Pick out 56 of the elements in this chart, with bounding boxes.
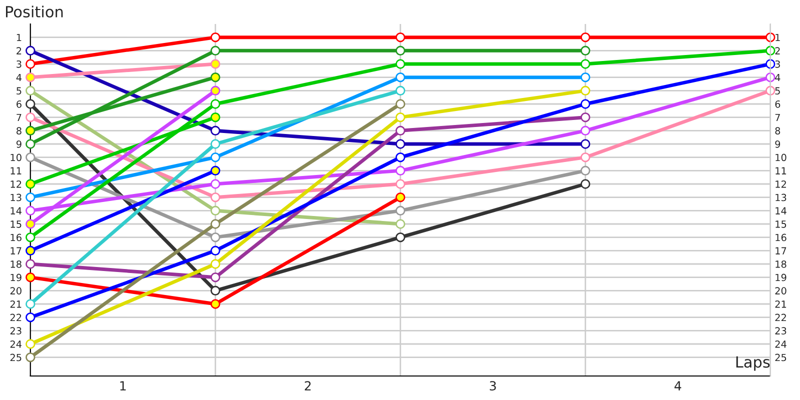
y2-tick-label: 6 [775, 100, 780, 108]
x-axis-title: Laps [736, 356, 770, 371]
y2-tick-label: 16 [776, 234, 786, 242]
y-tick-label: 7 [16, 114, 22, 122]
y-tick-label: 15 [10, 220, 22, 228]
y-tick-label: 16 [10, 234, 22, 242]
y-tick-label: 5 [16, 87, 22, 94]
y2-tick-label: 8 [775, 127, 780, 134]
y-tick-label: 11 [10, 167, 22, 174]
y-tick-label: 12 [10, 180, 22, 188]
y-tick-label: 9 [16, 140, 22, 148]
y2-tick-label: 5 [775, 87, 780, 94]
y2-tick-label: 22 [775, 314, 786, 322]
y2-tick-label: 13 [776, 194, 786, 202]
x-tick-label: 2 [304, 381, 311, 390]
y-tick-label: 20 [10, 287, 22, 294]
y2-tick-label: 24 [775, 340, 786, 348]
y2-tick-label: 23 [775, 327, 786, 334]
x-tick-label: 3 [490, 381, 496, 391]
y-tick-label: 21 [10, 300, 22, 308]
y-tick-label: 14 [10, 207, 22, 214]
y-tick-label: 6 [16, 100, 22, 108]
y2-tick-label: 3 [775, 60, 780, 68]
y2-tick-label: 17 [776, 247, 786, 254]
y-tick-label: 23 [10, 327, 22, 334]
y-tick-label: 19 [10, 274, 22, 282]
y-tick-label: 10 [10, 154, 22, 162]
y-axis-title: Position [6, 6, 63, 18]
y-tick-label: 3 [16, 60, 22, 68]
y-tick-label: 1 [16, 34, 22, 42]
y-tick-label: 22 [10, 314, 22, 322]
y2-tick-label: 2 [775, 47, 780, 54]
y2-tick-label: 18 [776, 260, 786, 268]
y2-tick-label: 21 [775, 300, 786, 308]
y-tick-label: 8 [16, 127, 22, 134]
y2-tick-label: 25 [775, 354, 786, 362]
x-tick-label: 4 [674, 381, 682, 390]
y2-tick-label: 19 [776, 274, 786, 282]
y-tick-label: 17 [10, 247, 22, 254]
y2-tick-label: 11 [776, 167, 786, 174]
y-tick-label: 2 [16, 47, 22, 54]
y2-tick-label: 9 [775, 140, 780, 148]
y2-tick-label: 4 [775, 74, 780, 82]
y-tick-label: 24 [10, 340, 22, 348]
y2-tick-label: 10 [776, 154, 786, 162]
y2-tick-label: 12 [776, 180, 786, 188]
y-tick-label: 18 [10, 260, 22, 268]
y2-tick-label: 14 [776, 207, 786, 214]
y2-tick-label: 20 [775, 287, 786, 294]
y2-tick-label: 15 [776, 220, 786, 228]
y-tick-label: 4 [16, 74, 22, 82]
y2-tick-label: 1 [776, 34, 780, 42]
y-tick-label: 25 [10, 354, 22, 362]
x-tick-label: 1 [120, 381, 126, 390]
y2-tick-label: 7 [775, 114, 780, 122]
y-tick-label: 13 [10, 194, 22, 202]
